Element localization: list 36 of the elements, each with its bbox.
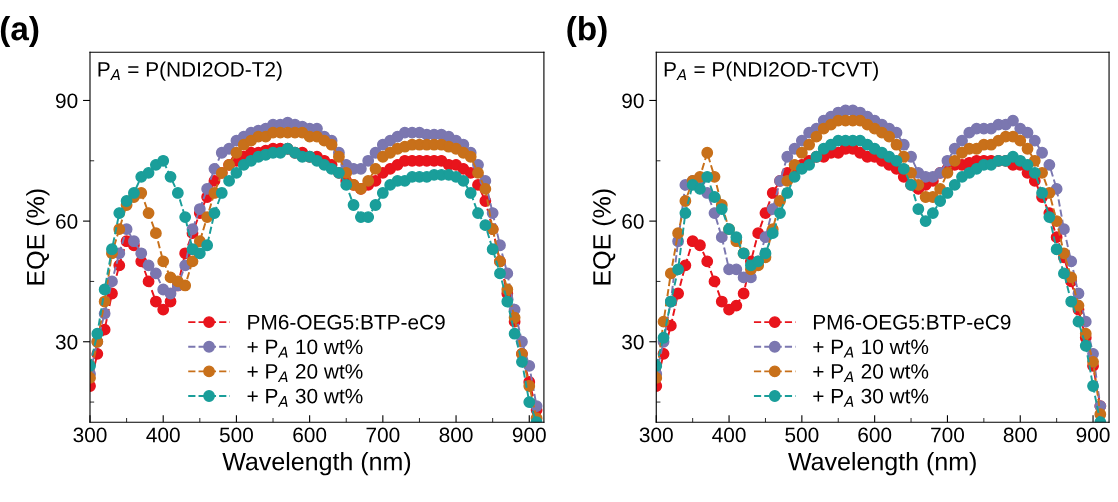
y-axis-title: EQE (%)	[26, 189, 50, 285]
legend-label: + P$_{A}$ 20 wt%	[813, 364, 929, 383]
chart-title: (a)	[0, 16, 39, 48]
legend-label: PM6-OEG5:BTP-eC9	[248, 314, 445, 330]
y-tick-label: 60	[56, 214, 78, 229]
y-tick-label: 90	[622, 93, 644, 109]
x-tick-label: 500	[785, 427, 819, 443]
x-tick-label: 900	[1076, 427, 1110, 443]
x-tick-label: 300	[73, 427, 107, 443]
x-tick-label: 700	[931, 427, 965, 443]
x-axis-title: Wavelength (nm)	[788, 452, 976, 476]
y-tick-label: 90	[56, 93, 78, 109]
x-tick-label: 600	[858, 427, 892, 443]
x-tick-label: 900	[512, 427, 546, 443]
x-tick-label: 400	[712, 427, 746, 443]
x-tick-label: 500	[219, 427, 253, 443]
x-tick-label: 600	[293, 427, 327, 443]
y-tick-label: 30	[622, 334, 644, 350]
annotation: P$_{A}$ = P(NDI2OD-T2)	[98, 61, 282, 81]
x-tick-label: 800	[1003, 427, 1037, 443]
legend-label: PM6-OEG5:BTP-eC9	[813, 314, 1011, 330]
y-tick-label: 60	[622, 214, 644, 229]
x-tick-label: 700	[366, 427, 400, 443]
legend-label: + P$_{A}$ 30 wt%	[247, 388, 363, 407]
y-axis-title: EQE (%)	[592, 189, 616, 285]
x-axis-title: Wavelength (nm)	[222, 452, 411, 476]
legend-label: + P$_{A}$ 10 wt%	[247, 339, 363, 358]
y-tick-label: 30	[55, 334, 78, 350]
x-tick-label: 300	[639, 427, 673, 443]
legend-label: + P$_{A}$ 20 wt%	[247, 364, 363, 383]
x-tick-label: 800	[439, 427, 473, 443]
x-tick-label: 400	[146, 427, 180, 443]
chart-title: (b)	[567, 16, 607, 48]
legend-label: + P$_{A}$ 10 wt%	[813, 339, 929, 358]
legend-label: + P$_{A}$ 30 wt%	[813, 388, 929, 407]
annotation: P$_{A}$ = P(NDI2OD-TCVT)	[664, 61, 878, 81]
